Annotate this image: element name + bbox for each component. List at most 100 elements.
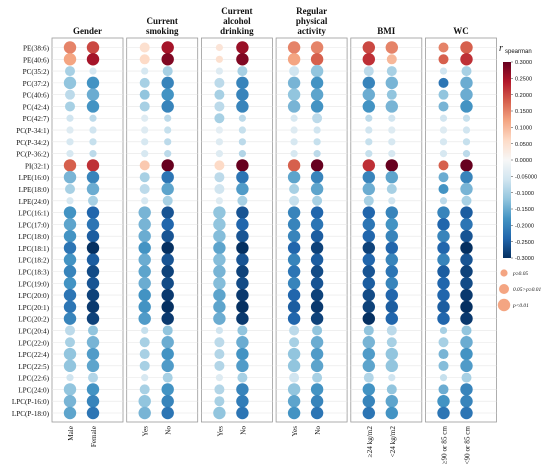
bubble xyxy=(438,172,449,183)
bubble xyxy=(438,360,449,371)
bubble xyxy=(386,337,397,348)
bubble xyxy=(310,406,324,420)
bubble xyxy=(439,138,448,146)
bubble xyxy=(362,53,375,66)
bubble xyxy=(287,100,301,113)
bubble xyxy=(236,100,249,113)
panel-title: BMI xyxy=(377,26,395,36)
category-label: Yes xyxy=(142,426,150,437)
bubble xyxy=(65,325,75,336)
bubble xyxy=(162,66,173,77)
bubble xyxy=(438,349,449,360)
bubble xyxy=(310,265,324,278)
bubble xyxy=(289,325,300,336)
bubble xyxy=(214,89,225,100)
colorbar-tick-label: -0.2000 xyxy=(515,224,534,230)
bubble xyxy=(89,150,97,158)
bubble xyxy=(362,41,375,54)
bubble xyxy=(161,100,174,113)
bubble xyxy=(63,300,77,314)
bubble xyxy=(388,126,396,134)
bubble xyxy=(63,76,77,90)
bubble xyxy=(313,150,321,158)
bubble xyxy=(141,326,149,335)
bubble xyxy=(437,312,450,325)
bubble xyxy=(214,384,225,395)
bubble xyxy=(385,395,398,408)
bubble xyxy=(214,183,225,194)
bubble xyxy=(388,197,396,205)
bubble xyxy=(161,229,174,243)
bubble xyxy=(385,253,398,266)
bubble xyxy=(236,159,249,172)
bubble xyxy=(161,159,174,172)
bubble xyxy=(161,336,174,349)
bubble xyxy=(215,138,223,146)
bubble xyxy=(310,100,324,113)
bubble xyxy=(138,395,151,408)
bubble xyxy=(215,150,223,158)
bubble xyxy=(213,288,226,302)
bubble xyxy=(66,374,74,382)
bubble xyxy=(460,76,473,90)
bubble xyxy=(138,312,151,325)
bubble xyxy=(86,277,100,290)
bubble xyxy=(362,300,375,314)
bubble xyxy=(362,265,375,278)
bubble xyxy=(66,150,74,158)
bubble xyxy=(65,183,75,194)
bubble xyxy=(438,337,449,348)
bubble xyxy=(86,395,100,408)
bubble xyxy=(237,66,248,77)
bubble xyxy=(88,325,98,336)
bubble xyxy=(236,229,249,243)
size-legend-label: 0.05>p≥0.01 xyxy=(513,287,541,293)
bubble xyxy=(461,195,472,206)
bubble xyxy=(237,195,248,206)
bubble xyxy=(161,88,174,101)
bubble xyxy=(287,88,301,101)
bubble xyxy=(460,253,473,266)
bubble xyxy=(213,277,226,290)
bubble xyxy=(213,241,226,255)
bubble xyxy=(236,241,249,255)
bubble xyxy=(310,206,324,219)
bubble xyxy=(289,183,300,194)
row-label: PC(37:2) xyxy=(23,80,50,88)
bubble xyxy=(89,67,97,75)
bubble xyxy=(63,206,77,219)
row-label: LPC(18:1) xyxy=(18,245,49,253)
bubble xyxy=(66,114,74,122)
bubble xyxy=(65,89,75,100)
bubble xyxy=(164,126,172,134)
colorbar-tick-label: 0.0000 xyxy=(515,158,532,164)
bubble xyxy=(139,89,150,100)
bubble xyxy=(313,138,321,146)
bubble xyxy=(462,126,471,134)
bubble xyxy=(86,383,100,396)
bubble xyxy=(385,277,398,290)
bubble xyxy=(63,359,77,373)
bubble xyxy=(63,170,77,184)
bubble xyxy=(214,396,225,407)
row-label: PC(42:7) xyxy=(23,115,50,123)
bubble xyxy=(460,383,473,396)
bubble xyxy=(138,288,151,302)
bubble xyxy=(236,218,249,231)
bubble xyxy=(310,159,324,172)
bubble xyxy=(215,67,223,75)
bubble xyxy=(312,372,323,383)
bubble xyxy=(362,206,375,219)
bubble xyxy=(238,114,246,122)
bubble xyxy=(460,182,473,196)
bubble xyxy=(290,114,298,122)
bubble xyxy=(365,114,373,122)
colorbar-tick-label: 0.2500 xyxy=(515,77,532,83)
bubble xyxy=(388,138,396,146)
colorbar-tick-label: 0.1500 xyxy=(515,109,532,115)
colorbar-title: r xyxy=(499,43,503,54)
category-label: Female xyxy=(90,426,98,447)
bubble xyxy=(460,277,473,290)
bubble xyxy=(290,138,298,146)
bubble xyxy=(138,253,151,266)
